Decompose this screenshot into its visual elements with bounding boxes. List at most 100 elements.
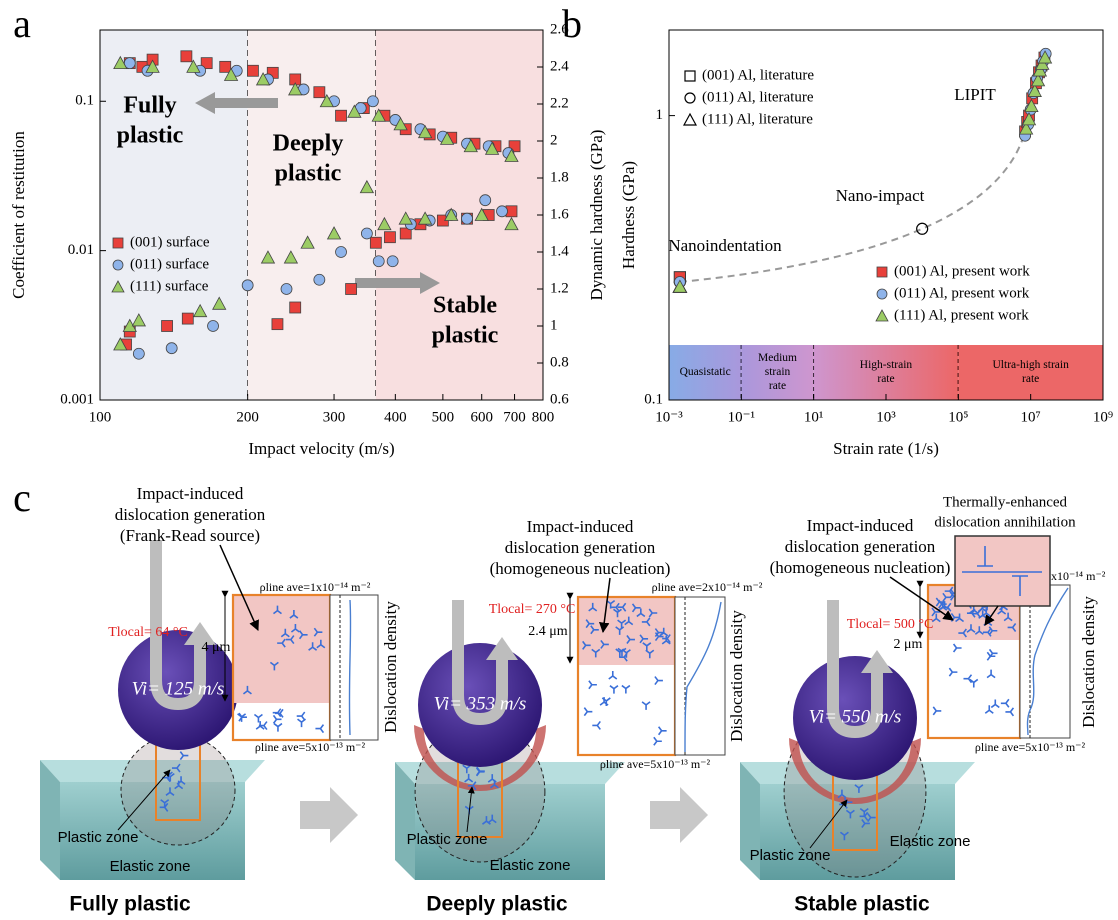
y-tick-label: 1 xyxy=(656,107,664,123)
dislocation xyxy=(253,713,263,723)
legend-label: (011) Al, present work xyxy=(894,285,1030,301)
dislocation xyxy=(867,813,876,823)
marker xyxy=(326,226,342,240)
plastic-zone-label: Plastic zone xyxy=(407,831,488,848)
dislocation xyxy=(315,724,325,734)
marker xyxy=(335,109,347,122)
annotation: Nano-impact xyxy=(836,186,925,205)
stage-title: Fully plastic xyxy=(69,893,191,916)
panel-label: b xyxy=(562,1,582,46)
mechanism-text: (homogeneous nucleation) xyxy=(770,558,951,577)
x-tick-label: 10¹ xyxy=(804,409,824,425)
dislocation xyxy=(958,628,967,638)
marker xyxy=(393,117,408,131)
y2-tick-label: 2.6 xyxy=(550,21,569,37)
marker xyxy=(496,205,508,218)
dislocation xyxy=(639,634,649,644)
dislocation xyxy=(592,720,601,730)
marker xyxy=(372,255,385,268)
dislocation xyxy=(984,705,994,714)
mechanism-text: dislocation generation xyxy=(115,505,266,524)
dislocation xyxy=(641,617,651,627)
dislocation xyxy=(272,714,282,724)
dislocation xyxy=(165,787,175,796)
marker xyxy=(335,246,347,258)
marker xyxy=(145,59,160,73)
dislocation xyxy=(258,721,268,731)
pointer-arrow xyxy=(889,576,954,621)
dislocation xyxy=(645,649,655,659)
marker xyxy=(131,313,147,327)
dislocation xyxy=(935,597,945,607)
dislocation xyxy=(952,643,962,653)
dislocation xyxy=(837,789,847,799)
dislocation xyxy=(653,736,662,746)
rebound-arrow xyxy=(150,540,206,711)
dislocation xyxy=(621,684,631,694)
zone-pointer xyxy=(117,769,171,831)
regime-label: Ultra-high strain xyxy=(993,359,1070,371)
marker xyxy=(313,273,326,286)
dislocation xyxy=(606,600,616,609)
marker xyxy=(271,318,284,331)
x-axis-title: Impact velocity (m/s) xyxy=(248,439,394,458)
density-axis-title: Dislocation density xyxy=(381,601,400,733)
density-curve xyxy=(1026,587,1069,736)
marker xyxy=(377,216,392,231)
marker xyxy=(132,347,145,360)
dislocation xyxy=(290,623,300,633)
regime-band xyxy=(669,345,742,400)
legend-label: (001) Al, literature xyxy=(702,67,814,83)
dislocation xyxy=(588,680,597,690)
annotation: plastic xyxy=(275,161,342,187)
transition-arrow xyxy=(650,787,708,843)
legend-symbol xyxy=(684,70,696,82)
density-curve xyxy=(348,599,352,736)
pointer-arrow xyxy=(219,544,259,631)
legend-symbol xyxy=(876,288,888,300)
dislocation xyxy=(1003,612,1013,622)
legend-symbol xyxy=(112,237,124,249)
y2-tick-label: 1.6 xyxy=(550,206,569,222)
legend-label: (001) Al, present work xyxy=(894,263,1030,279)
y2-axis-title: Dynamic hardness (GPa) xyxy=(587,130,606,301)
dislocation xyxy=(308,642,318,651)
marker xyxy=(371,108,386,122)
marker xyxy=(1018,121,1034,135)
marker xyxy=(463,138,478,153)
legend-label: (111) Al, literature xyxy=(702,111,813,127)
marker xyxy=(300,235,315,249)
marker xyxy=(200,57,213,70)
marker xyxy=(241,279,254,292)
dislocation xyxy=(289,610,299,619)
panel-label: a xyxy=(13,1,31,46)
legend-symbol xyxy=(682,112,698,126)
density-curve xyxy=(684,601,722,753)
density-top: ρline ave=2x10⁻¹⁴ m⁻² xyxy=(652,580,763,594)
mechanism-text: (Frank-Read source) xyxy=(120,526,260,545)
y2-tick-label: 1.8 xyxy=(550,169,569,185)
dislocation xyxy=(963,674,973,684)
region xyxy=(247,30,376,400)
dislocation xyxy=(859,807,869,817)
dislocation xyxy=(845,809,855,819)
dislocation xyxy=(464,773,474,783)
dislocation xyxy=(654,628,664,638)
annotation: Fully xyxy=(123,93,176,119)
density-bottom: ρline ave=5x10⁻¹³ m⁻² xyxy=(255,740,366,754)
dislocation xyxy=(615,626,625,635)
dislocation xyxy=(582,640,591,650)
stage-title: Stable plastic xyxy=(794,893,930,916)
marker xyxy=(1030,73,1046,87)
marker xyxy=(288,82,303,96)
marker xyxy=(479,194,492,207)
annotation: plastic xyxy=(117,123,184,149)
dislocation xyxy=(654,676,663,686)
dislocation xyxy=(940,601,950,610)
slab-side xyxy=(40,760,60,880)
dislocation xyxy=(619,652,628,662)
marker xyxy=(359,179,375,194)
legend-label: (111) surface xyxy=(130,278,209,294)
annihilation-text: dislocation annihilation xyxy=(934,514,1076,530)
